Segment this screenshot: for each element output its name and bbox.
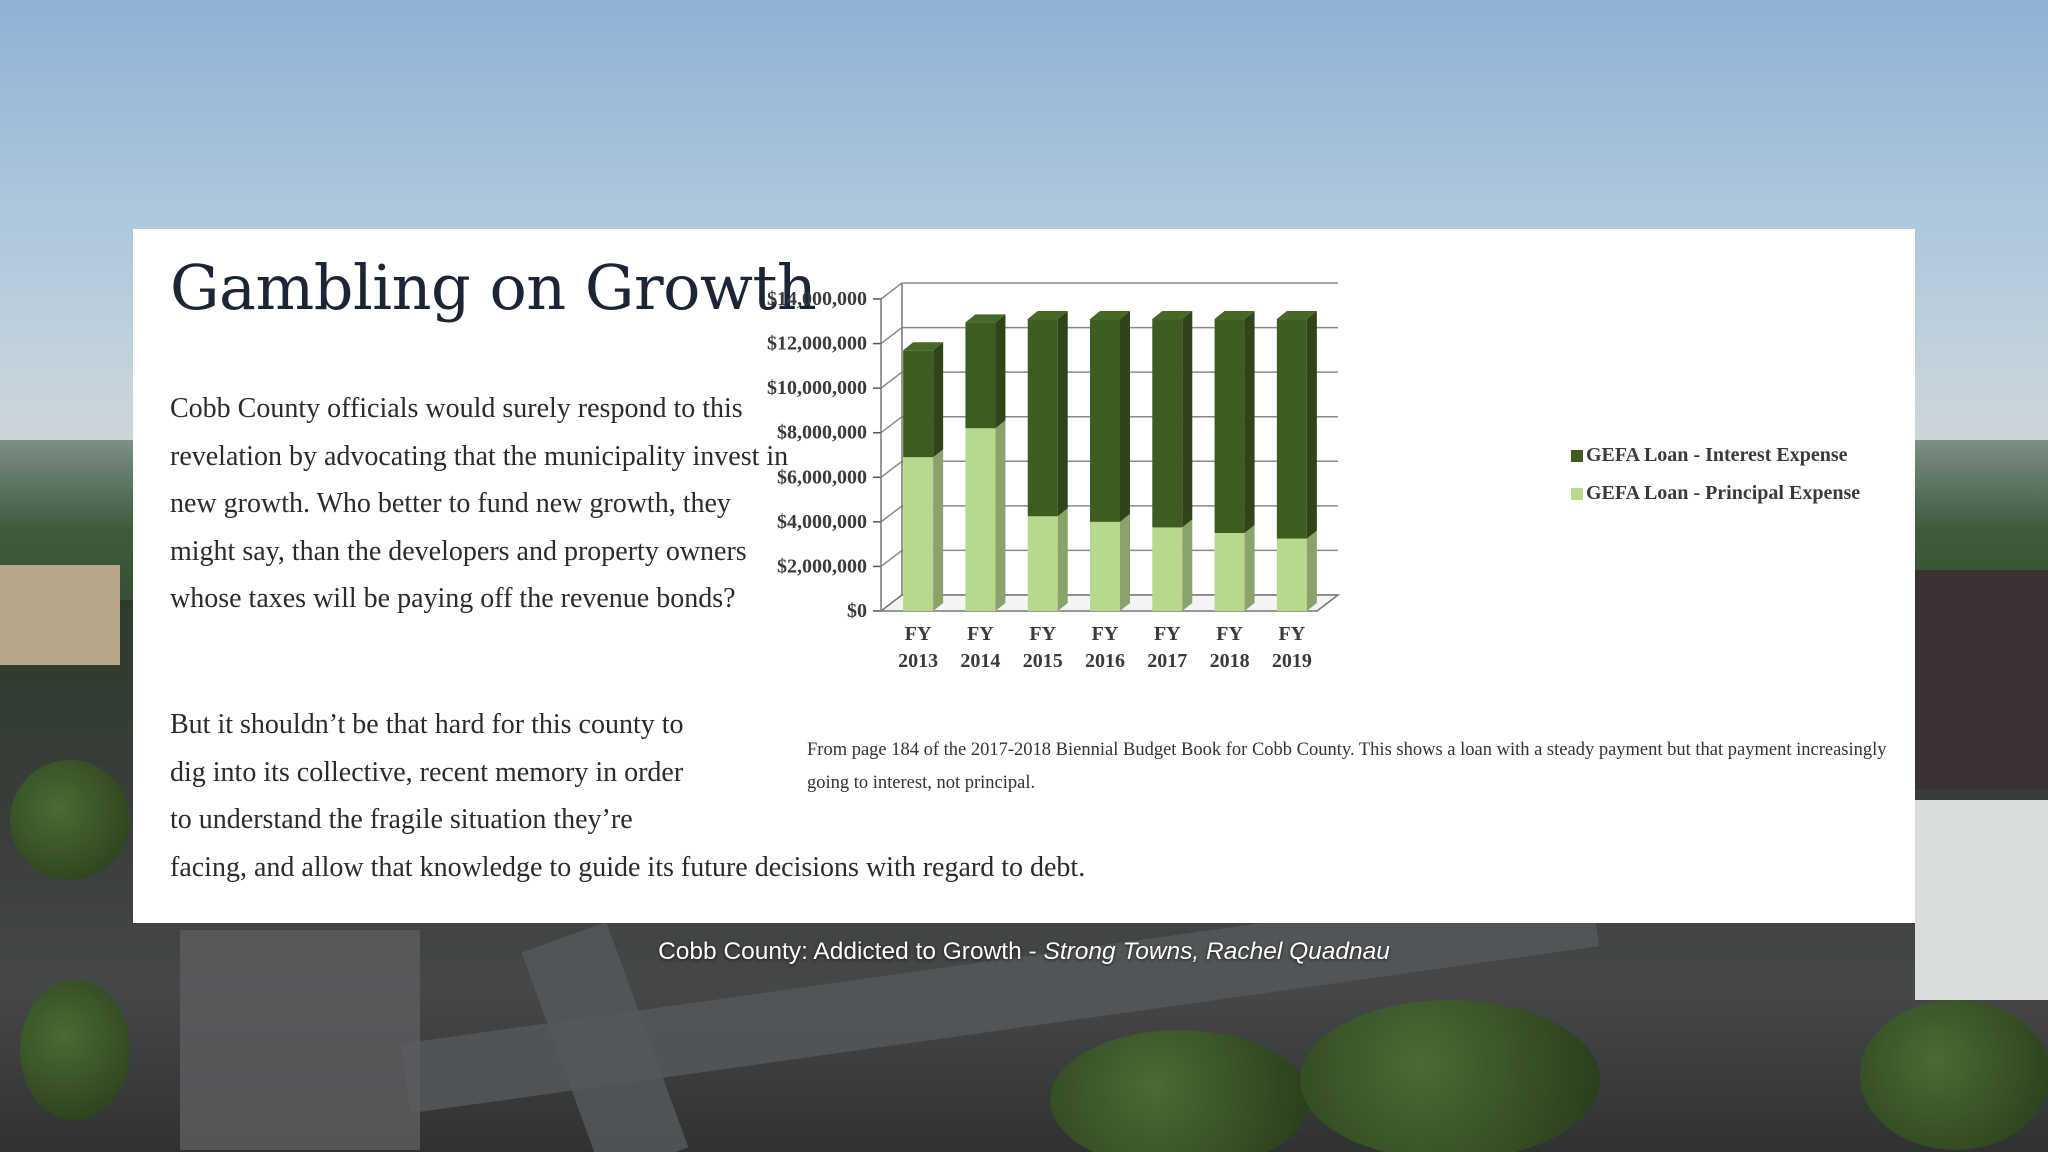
x-tick-label: 2019 [1272,650,1312,672]
x-tick-label: 2018 [1210,650,1250,672]
x-tick-label: FY [1092,623,1119,645]
gridline-side [880,282,903,300]
bar-segment-side [1306,311,1317,539]
building-right-white [1915,800,2048,1000]
legend-label: GEFA Loan - Interest Expense [1586,444,1848,466]
y-tick-label: $6,000,000 [777,466,867,488]
tree [1860,1000,2048,1150]
bar-segment-side [1244,525,1255,611]
y-tick-label: $12,000,000 [767,333,867,355]
gridline-side [880,505,903,523]
bar-segment [1152,527,1183,611]
bar-segment-side [1057,508,1068,611]
bar-segment-side [1182,519,1193,611]
bar-segment-top [1276,311,1317,320]
gridline-side [880,460,903,478]
tree [10,760,130,880]
tree [1300,1000,1600,1152]
parking-lot [180,930,420,1150]
x-tick-label: 2013 [898,650,938,672]
bar-segment-top [1027,311,1068,320]
x-tick-label: FY [1029,623,1056,645]
bar-segment-top [903,342,944,351]
gridline-side [880,416,903,434]
legend-swatch [1571,488,1583,500]
credit-separator: - [1021,938,1044,965]
bar-segment [1152,319,1183,528]
bar-segment-side [995,420,1006,611]
legend-swatch [1571,450,1583,462]
credit-source: Strong Towns, Rachel Quadnau [1043,938,1390,965]
paragraph-line: to understand the fragile situation they… [170,804,633,835]
tree [20,980,130,1120]
building-left [0,565,120,665]
paragraph-line: But it shouldn’t be that hard for this c… [170,709,684,740]
bar-segment-side [1182,311,1193,528]
y-tick-label: $14,000,000 [767,288,867,310]
bar-segment-side [1120,513,1130,611]
x-tick-label: 2016 [1085,650,1125,672]
bar-segment-side [933,342,944,458]
bar-segment-top [1152,311,1193,320]
bar-segment-top [1214,311,1255,320]
video-credit: Cobb County: Addicted to Growth - Strong… [0,938,2048,966]
x-tick-label: 2017 [1147,650,1187,672]
y-tick-label: $4,000,000 [777,511,867,533]
article-paragraph-1: Cobb County officials would surely respo… [170,393,789,614]
bar-segment [1276,538,1307,611]
article-paragraph-2: But it shouldn’t be that hard for this c… [170,701,1370,891]
bar-segment [1027,516,1058,611]
bar-segment-side [1057,311,1068,517]
x-tick-label: FY [1279,623,1306,645]
tree [1050,1030,1310,1152]
bar-segment-top [1090,311,1130,320]
chart-caption: From page 184 of the 2017-2018 Biennial … [807,740,1887,793]
x-tick-label: FY [905,623,932,645]
gefa-loan-chart: $0 $2,000,000 $4,000,000 $6,000,000 $8,000,0… [767,282,1860,672]
paragraph-line: facing, and allow that knowledge to guid… [170,851,1086,883]
y-tick-label: $0 [847,600,867,622]
bar-segment [1214,533,1245,611]
bar-segment-side [995,314,1006,429]
bar-segment [965,428,996,611]
bar-segment [1090,319,1120,522]
bar-segment-side [933,449,944,611]
y-tick-label: $10,000,000 [767,377,867,399]
bar-segment [903,457,934,611]
x-tick-label: FY [1154,623,1181,645]
paragraph-line: dig into its collective, recent memory i… [170,756,684,788]
x-tick-label: 2015 [1023,650,1063,672]
article-title: Gambling on Growth [170,251,817,324]
gridline-side [880,326,903,345]
article-card: Gambling on Growth Cobb County officials… [133,229,1915,923]
bar-segment [1027,319,1058,517]
y-tick-label: $8,000,000 [777,422,867,444]
bar-segment-top [965,314,1006,323]
x-tick-label: 2014 [960,650,1000,672]
gridline-side [880,549,903,568]
bar-segment [965,322,996,429]
x-tick-label: FY [967,623,994,645]
credit-title: Cobb County: Addicted to Growth [658,938,1022,965]
legend-label: GEFA Loan - Principal Expense [1586,482,1860,504]
building-right [1915,570,2048,790]
bar-segment [1276,319,1307,539]
bar-segment-side [1306,530,1317,611]
gridline-side [880,371,903,389]
bar-segment [1214,319,1245,533]
bar-segment-side [1244,311,1255,533]
x-tick-label: FY [1216,623,1243,645]
bar-segment [1090,521,1120,611]
bar-segment [903,350,934,458]
bar-segment-side [1120,311,1130,522]
y-tick-label: $2,000,000 [777,555,867,577]
